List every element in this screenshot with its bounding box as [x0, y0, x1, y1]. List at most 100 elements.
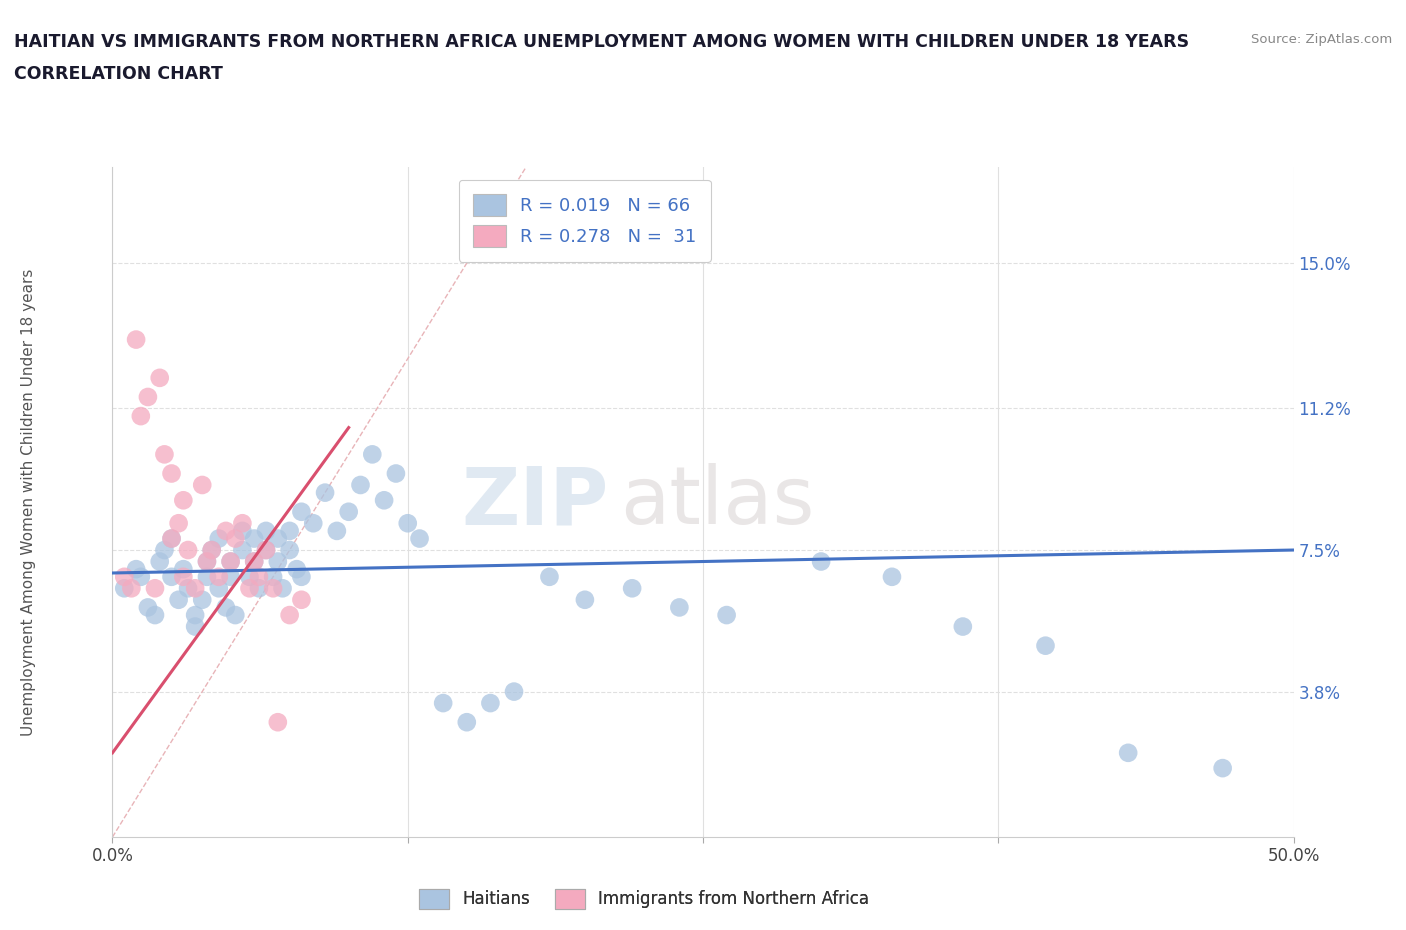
Point: [167, 516, 190, 531]
Point: [349, 477, 371, 492]
Point: [208, 531, 231, 546]
Point: [432, 696, 454, 711]
Point: [177, 581, 200, 596]
Point: [219, 569, 242, 584]
Point: [160, 466, 183, 481]
Point: [238, 581, 260, 596]
Point: [621, 581, 644, 596]
Point: [716, 607, 738, 622]
Point: [243, 531, 266, 546]
Point: [285, 562, 308, 577]
Point: [143, 581, 166, 596]
Point: [326, 524, 349, 538]
Point: [396, 516, 419, 531]
Point: [136, 390, 159, 405]
Point: [810, 554, 832, 569]
Point: [120, 581, 142, 596]
Point: [290, 592, 312, 607]
Point: [574, 592, 596, 607]
Point: [219, 554, 242, 569]
Point: [262, 569, 284, 584]
Point: [278, 524, 301, 538]
Point: [290, 504, 312, 519]
Point: [172, 569, 194, 584]
Point: [153, 447, 176, 462]
Point: [337, 504, 360, 519]
Point: [195, 554, 218, 569]
Point: [201, 542, 224, 557]
Point: [160, 569, 183, 584]
Point: [208, 569, 231, 584]
Point: [479, 696, 502, 711]
Point: [880, 569, 903, 584]
Text: Unemployment Among Women with Children Under 18 years: Unemployment Among Women with Children U…: [21, 269, 35, 736]
Text: CORRELATION CHART: CORRELATION CHART: [14, 65, 224, 83]
Point: [538, 569, 561, 584]
Point: [125, 562, 148, 577]
Point: [160, 531, 183, 546]
Point: [271, 581, 294, 596]
Point: [224, 531, 246, 546]
Point: [153, 542, 176, 557]
Point: [149, 370, 172, 385]
Point: [952, 619, 974, 634]
Point: [112, 581, 135, 596]
Point: [231, 516, 253, 531]
Legend: Haitians, Immigrants from Northern Africa: Haitians, Immigrants from Northern Afric…: [412, 882, 876, 916]
Point: [136, 600, 159, 615]
Point: [247, 569, 270, 584]
Point: [143, 607, 166, 622]
Text: HAITIAN VS IMMIGRANTS FROM NORTHERN AFRICA UNEMPLOYMENT AMONG WOMEN WITH CHILDRE: HAITIAN VS IMMIGRANTS FROM NORTHERN AFRI…: [14, 33, 1189, 50]
Point: [247, 581, 270, 596]
Point: [167, 592, 190, 607]
Point: [1212, 761, 1234, 776]
Point: [160, 531, 183, 546]
Point: [262, 581, 284, 596]
Point: [208, 581, 231, 596]
Point: [373, 493, 395, 508]
Point: [254, 542, 277, 557]
Point: [129, 408, 152, 423]
Point: [129, 569, 152, 584]
Point: [224, 607, 246, 622]
Point: [195, 569, 218, 584]
Point: [177, 542, 200, 557]
Point: [231, 542, 253, 557]
Point: [278, 542, 301, 557]
Point: [290, 569, 312, 584]
Point: [215, 600, 238, 615]
Point: [503, 684, 526, 699]
Point: [125, 332, 148, 347]
Point: [219, 554, 242, 569]
Point: [668, 600, 690, 615]
Text: atlas: atlas: [620, 463, 814, 541]
Point: [278, 607, 301, 622]
Point: [231, 524, 253, 538]
Point: [184, 619, 207, 634]
Point: [238, 569, 260, 584]
Point: [172, 493, 194, 508]
Point: [184, 581, 207, 596]
Point: [191, 592, 214, 607]
Point: [408, 531, 430, 546]
Point: [254, 542, 277, 557]
Point: [302, 516, 325, 531]
Point: [267, 554, 290, 569]
Point: [385, 466, 408, 481]
Point: [112, 569, 135, 584]
Point: [267, 531, 290, 546]
Point: [191, 477, 214, 492]
Point: [149, 554, 172, 569]
Point: [184, 607, 207, 622]
Point: [1116, 745, 1139, 760]
Text: ZIP: ZIP: [461, 463, 609, 541]
Text: Source: ZipAtlas.com: Source: ZipAtlas.com: [1251, 33, 1392, 46]
Point: [1035, 638, 1057, 653]
Point: [215, 524, 238, 538]
Point: [195, 554, 218, 569]
Point: [361, 447, 384, 462]
Point: [201, 542, 224, 557]
Point: [456, 715, 478, 730]
Point: [243, 554, 266, 569]
Point: [243, 554, 266, 569]
